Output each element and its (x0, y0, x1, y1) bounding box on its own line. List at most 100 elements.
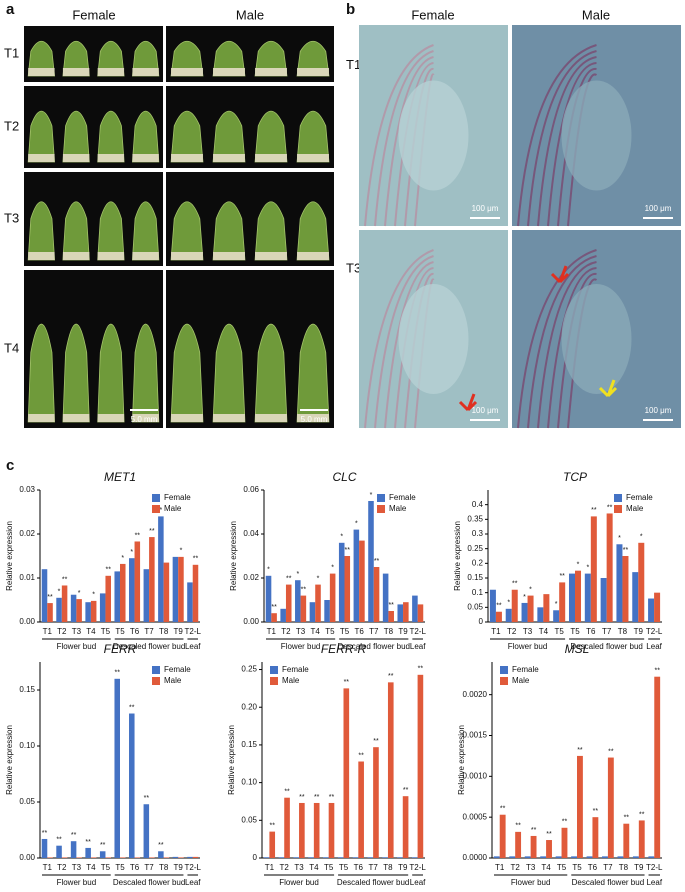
bar (149, 537, 155, 622)
bar (85, 847, 91, 858)
legend-label: Male (512, 676, 530, 685)
significance: ** (129, 704, 135, 711)
flower-bud (131, 201, 160, 261)
bar (192, 564, 199, 622)
bar (553, 610, 560, 622)
bar (387, 682, 394, 858)
y-tick-label: 0.05 (467, 602, 483, 611)
significance: ** (515, 823, 521, 830)
bar (590, 516, 597, 622)
bar (56, 597, 62, 622)
bar (358, 761, 364, 858)
flower-bud (170, 323, 204, 423)
x-tick-label: T5 (572, 863, 582, 872)
bud-base (297, 68, 329, 76)
bar (61, 585, 68, 622)
panel-label: a (6, 1, 15, 18)
column-header: Male (582, 7, 610, 22)
significance: * (340, 534, 343, 541)
significance: ** (301, 586, 307, 593)
bar (623, 823, 630, 858)
significance: ** (47, 594, 53, 601)
legend-swatch (270, 677, 278, 685)
group-label: Descaled flower bud (338, 642, 410, 651)
bar (602, 856, 608, 858)
x-tick-label: T4 (86, 863, 96, 872)
x-tick-label: T5 (340, 627, 350, 636)
bud-base (97, 68, 125, 76)
bar (555, 856, 562, 858)
tissue-stripe (374, 255, 434, 429)
bar (280, 608, 286, 622)
significance: ** (496, 603, 502, 610)
x-tick-label: T8 (384, 627, 394, 636)
bar (530, 835, 537, 858)
y-tick-label: 0.10 (19, 741, 35, 750)
legend-label: Male (164, 676, 182, 685)
row-label: T2 (4, 118, 19, 133)
y-tick-label: 0.00 (19, 617, 35, 626)
significance: * (370, 492, 373, 499)
significance: * (130, 549, 133, 556)
bar (134, 857, 141, 858)
bud-base (97, 252, 125, 260)
significance: * (529, 586, 532, 593)
x-tick-label: T3 (294, 863, 304, 872)
meristem (561, 80, 632, 191)
y-tick-label: 0.35 (467, 514, 483, 523)
bar (90, 857, 97, 858)
flower-bud (212, 110, 246, 163)
flower-bud (296, 323, 330, 423)
bar (511, 589, 518, 622)
bar (524, 856, 531, 858)
legend-swatch (500, 677, 508, 685)
bud-base (28, 252, 55, 260)
x-tick-label: T2-L (409, 863, 426, 872)
significance: ** (608, 748, 614, 755)
bud-base (132, 154, 159, 162)
flower-bud (97, 40, 125, 77)
y-tick-label: 0.02 (19, 529, 35, 538)
x-tick-label: T4 (86, 627, 96, 636)
bar (382, 573, 389, 622)
row-label: T3 (346, 260, 361, 275)
significance: ** (105, 567, 111, 574)
bar (546, 840, 552, 858)
y-tick-label: 0.02 (243, 573, 259, 582)
bar (344, 556, 351, 622)
bar (397, 857, 403, 858)
legend-swatch (152, 666, 160, 674)
legend-label: Female (282, 665, 309, 674)
tissue-stripe (374, 50, 434, 227)
y-tick-label: 0.0010 (463, 771, 488, 780)
tissue-stripe (384, 56, 434, 227)
y-tick-label: 0.05 (241, 815, 257, 824)
bar (367, 857, 374, 858)
column-header: Female (72, 7, 115, 22)
bar (163, 562, 170, 622)
bud-base (132, 68, 159, 76)
bar (417, 674, 424, 858)
x-tick-label: T3 (72, 627, 82, 636)
flower-bud (27, 40, 56, 77)
bar (411, 857, 418, 858)
bar (622, 556, 629, 622)
bar (163, 857, 170, 858)
legend-swatch (152, 505, 160, 513)
bar (402, 796, 409, 858)
bar (571, 856, 577, 858)
bar (329, 573, 336, 622)
legend-label: Female (164, 493, 191, 502)
bar (178, 556, 184, 622)
bar (105, 857, 111, 858)
y-tick-label: 0.2 (472, 558, 484, 567)
bar (278, 857, 285, 858)
y-tick-label: 0.03 (19, 485, 35, 494)
bar (537, 607, 544, 622)
tissue-stripe (364, 44, 434, 227)
tissue-stripe (384, 261, 434, 429)
flower-bud (27, 110, 56, 163)
x-tick-label: T9 (174, 863, 184, 872)
y-tick-label: 0.4 (472, 500, 484, 509)
bud-base (171, 68, 203, 76)
